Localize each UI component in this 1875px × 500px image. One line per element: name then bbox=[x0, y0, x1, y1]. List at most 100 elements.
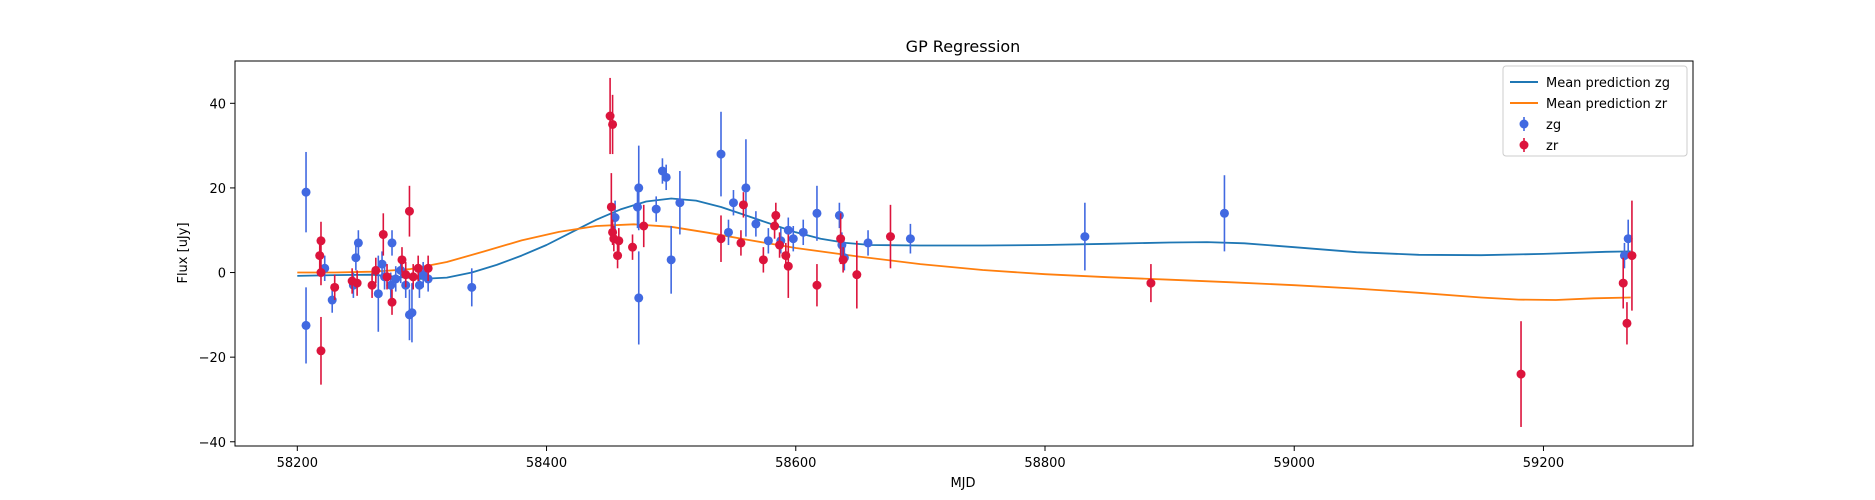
zg-data-point bbox=[407, 308, 417, 318]
x-tick-label: 59000 bbox=[1274, 456, 1315, 471]
zg-data-point bbox=[1080, 232, 1090, 242]
zg-data-point bbox=[783, 225, 793, 235]
x-axis-label: MJD bbox=[950, 476, 975, 491]
zr-data-point bbox=[1146, 278, 1156, 288]
zr-data-point bbox=[408, 272, 418, 282]
zg-data-point bbox=[414, 280, 424, 290]
zg-data-point bbox=[716, 149, 726, 159]
legend-label: zr bbox=[1546, 139, 1559, 154]
zg-data-point bbox=[386, 280, 396, 290]
zg-data-point bbox=[1219, 208, 1229, 218]
zr-data-point bbox=[885, 232, 895, 242]
zr-data-point bbox=[758, 255, 768, 265]
zr-data-point bbox=[812, 280, 822, 290]
zg-data-point bbox=[741, 183, 751, 193]
plot-axes bbox=[234, 60, 1694, 447]
zg-data-point bbox=[301, 320, 311, 330]
y-axis-ticks: −40 −20 0 20 40 bbox=[199, 97, 235, 451]
legend-label: zg bbox=[1546, 118, 1561, 133]
zg-data-point bbox=[812, 208, 822, 218]
zr-data-point bbox=[775, 240, 785, 250]
legend-items: Mean prediction zg Mean prediction zr zg zr bbox=[1510, 76, 1670, 154]
zg-data-point bbox=[633, 202, 643, 212]
zg-data-point bbox=[728, 198, 738, 208]
zg-data-point bbox=[634, 183, 644, 193]
zr-data-point bbox=[378, 229, 388, 239]
zg-data-point bbox=[1619, 251, 1629, 261]
zr-data-point bbox=[628, 242, 638, 252]
zr-data-point bbox=[404, 206, 414, 216]
zr-data-point bbox=[738, 200, 748, 210]
x-tick-label: 58600 bbox=[775, 456, 816, 471]
zr-data-point bbox=[852, 270, 862, 280]
zg-data-point bbox=[661, 172, 671, 182]
zr-data-point bbox=[367, 280, 377, 290]
zg-data-point bbox=[788, 234, 798, 244]
zr-data-point bbox=[371, 265, 381, 275]
legend-point-marker bbox=[1519, 119, 1529, 129]
series-line-zr bbox=[297, 223, 1631, 301]
legend-label: Mean prediction zg bbox=[1546, 76, 1670, 91]
zg-data-point bbox=[763, 236, 773, 246]
y-tick-label: −20 bbox=[199, 351, 226, 366]
zr-data-point bbox=[836, 234, 846, 244]
zg-data-point bbox=[391, 274, 401, 284]
zg-data-point bbox=[834, 210, 844, 220]
zr-data-point bbox=[397, 255, 407, 265]
zr-data-point bbox=[736, 238, 746, 248]
zg-data-point bbox=[353, 238, 363, 248]
x-tick-label: 58400 bbox=[526, 456, 567, 471]
y-tick-label: 40 bbox=[209, 97, 226, 112]
zr-data-point bbox=[613, 251, 623, 261]
zr-data-point bbox=[352, 278, 362, 288]
y-tick-label: 0 bbox=[218, 267, 226, 282]
zr-data-point bbox=[1622, 318, 1632, 328]
zr-data-point bbox=[387, 297, 397, 307]
zr-data-point bbox=[423, 263, 433, 273]
zr-data-point bbox=[608, 119, 618, 129]
x-tick-label: 58800 bbox=[1024, 456, 1065, 471]
x-tick-label: 59200 bbox=[1523, 456, 1564, 471]
legend-point-marker bbox=[1519, 140, 1529, 150]
zg-data-point bbox=[634, 293, 644, 303]
zr-data-point bbox=[606, 202, 616, 212]
zg-data-point bbox=[905, 234, 915, 244]
legend: Mean prediction zg Mean prediction zr zg zr bbox=[1502, 65, 1688, 157]
x-tick-label: 58200 bbox=[277, 456, 318, 471]
y-tick-label: −40 bbox=[199, 436, 226, 451]
zr-data-point bbox=[783, 261, 793, 271]
zg-data-point bbox=[467, 282, 477, 292]
zr-data-point bbox=[1618, 278, 1628, 288]
zg-data-point bbox=[651, 204, 661, 214]
zg-data-point bbox=[723, 227, 733, 237]
zr-data-point bbox=[316, 236, 326, 246]
chart-title: GP Regression bbox=[906, 37, 1021, 56]
zr-data-point bbox=[639, 221, 649, 231]
zr-data-point bbox=[413, 263, 423, 273]
zr-data-point bbox=[382, 272, 392, 282]
zr-data-point bbox=[770, 221, 780, 231]
zg-data-point bbox=[301, 187, 311, 197]
zg-data-point bbox=[373, 289, 383, 299]
zr-data-point bbox=[316, 268, 326, 278]
zg-data-point bbox=[387, 238, 397, 248]
zg-data-point bbox=[675, 198, 685, 208]
zr-data-point bbox=[838, 255, 848, 265]
zr-data-point bbox=[1627, 251, 1637, 261]
legend-box bbox=[1502, 65, 1688, 157]
zr-data-point bbox=[771, 210, 781, 220]
zg-data-point bbox=[863, 238, 873, 248]
zg-data-point bbox=[798, 227, 808, 237]
zg-data-point bbox=[666, 255, 676, 265]
zg-data-point bbox=[1623, 234, 1633, 244]
plot-frame bbox=[234, 60, 1694, 447]
zr-data-point bbox=[1516, 369, 1526, 379]
zr-data-point bbox=[716, 234, 726, 244]
y-tick-label: 20 bbox=[209, 182, 226, 197]
series-zr-points bbox=[315, 77, 1637, 427]
plot-series bbox=[297, 77, 1637, 427]
y-axis-label: Flux [uJy] bbox=[176, 222, 191, 283]
zr-data-point bbox=[614, 236, 624, 246]
zr-data-point bbox=[316, 346, 326, 356]
